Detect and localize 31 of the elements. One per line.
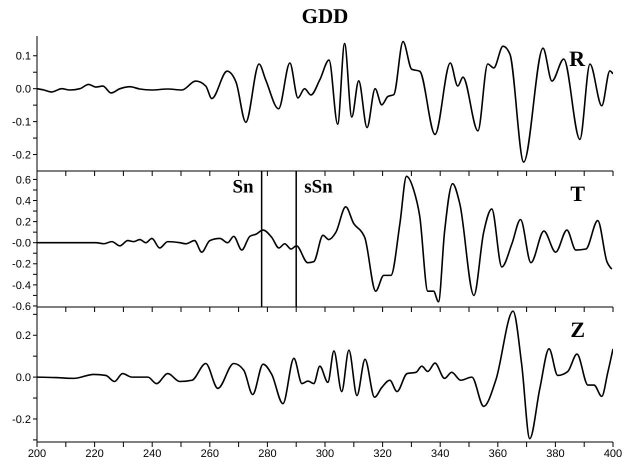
x-tick-label: 260 (200, 448, 219, 457)
y-tick-label: 0.0 (16, 84, 31, 96)
x-tick-label: 280 (258, 448, 277, 457)
y-tick-label: -0.4 (12, 280, 31, 292)
x-tick-label: 360 (488, 448, 507, 457)
chart-title: GDD (300, 4, 350, 29)
y-tick-label: 0.1 (16, 50, 31, 63)
y-tick-label: -0.1 (12, 116, 31, 129)
y-tick-label: -0.2 (12, 258, 31, 271)
y-tick-label: -0.2 (12, 149, 31, 162)
series-label: Z (570, 317, 585, 343)
y-tick-label: 0.2 (16, 216, 31, 229)
y-tick-label: 0.6 (16, 174, 31, 186)
ref-line-label: sSn (304, 176, 334, 198)
ref-line-label: Sn (232, 176, 254, 198)
series-label: T (570, 181, 585, 207)
y-tick-label: 0.4 (16, 195, 31, 208)
x-tick-label: 380 (546, 448, 565, 457)
x-tick-label: 200 (28, 448, 46, 457)
x-tick-label: 240 (143, 448, 162, 457)
y-tick-label: -0.6 (12, 300, 31, 313)
series-label: R (569, 46, 585, 72)
y-tick-label: -0.0 (12, 238, 31, 250)
x-tick-label: 400 (604, 448, 622, 457)
x-tick-label: 340 (431, 448, 450, 457)
y-tick-label: 0.0 (16, 372, 31, 384)
x-tick-label: 320 (373, 448, 392, 457)
y-tick-label: -0.2 (12, 414, 31, 426)
x-tick-label: 220 (85, 448, 104, 457)
x-tick-label: 300 (316, 448, 334, 457)
y-tick-label: 0.2 (16, 330, 31, 342)
